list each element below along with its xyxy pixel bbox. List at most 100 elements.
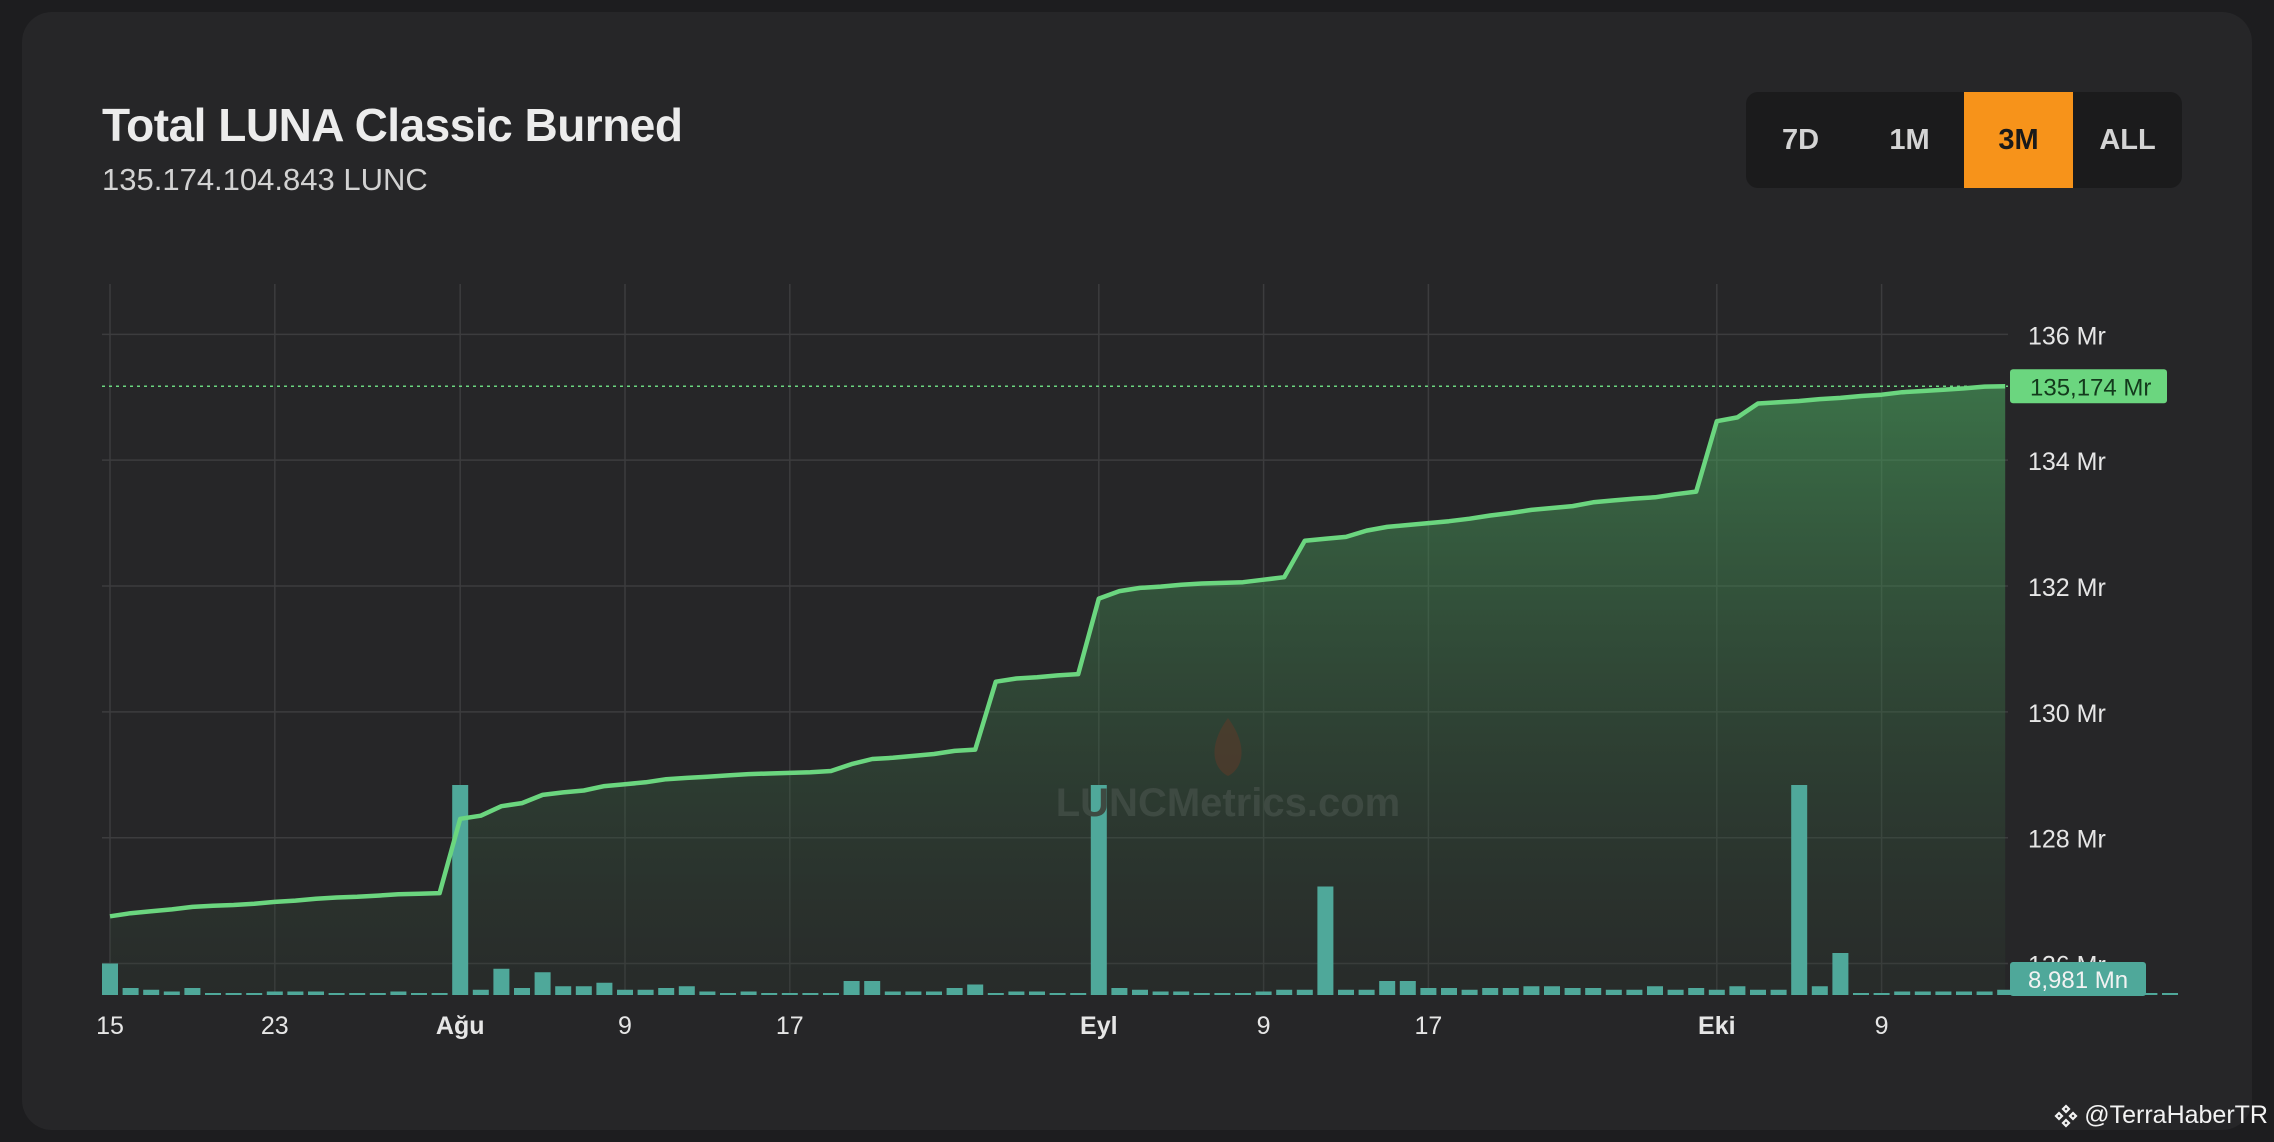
daily-burn-bar [1544, 986, 1560, 995]
range-7d-button[interactable]: 7D [1781, 123, 1820, 156]
x-tick-label: 17 [776, 1012, 804, 1040]
range-1m-button[interactable]: 1M [1889, 123, 1930, 156]
daily-burn-bar [1441, 988, 1457, 995]
daily-burn-bar [163, 991, 180, 995]
binance-icon [2054, 1103, 2078, 1128]
daily-burn-bar [1193, 993, 1210, 995]
daily-burn-bar [1255, 991, 1272, 995]
y-tick-label: 128 Mr [2028, 826, 2106, 854]
daily-burn-bar [1605, 989, 1622, 995]
x-tick-label: 23 [261, 1012, 289, 1040]
daily-burn-bar [946, 988, 963, 995]
x-tick-label: 9 [1257, 1012, 1271, 1040]
daily-burn-bar [1296, 989, 1313, 995]
daily-burn-bar [802, 993, 819, 995]
daily-burn-bar [1750, 989, 1766, 995]
daily-burn-bar [122, 988, 139, 995]
daily-burn-bar [1379, 981, 1396, 995]
daily-burn-bar [1564, 988, 1581, 995]
daily-burn-bar [1791, 785, 1808, 995]
daily-burn-bar [740, 991, 757, 995]
credit: @TerraHaberTR [2054, 1101, 2268, 1130]
daily-burn-bar [328, 993, 345, 995]
daily-burn-bar [1461, 989, 1478, 995]
daily-burn-bar [1152, 991, 1169, 995]
daily-burn-bar [1399, 981, 1416, 995]
credit-handle: @TerraHaberTR [2084, 1101, 2268, 1129]
range-selector: 7D 1M 3M ALL [1746, 92, 2182, 188]
last-bar-tag [2010, 962, 2146, 996]
daily-burn-bar [1502, 988, 1519, 995]
daily-burn-bar [658, 988, 675, 995]
daily-burn-bar [287, 991, 304, 995]
daily-burn-bar [1070, 993, 1087, 995]
daily-burn-bar [246, 993, 263, 995]
last-bar-label: 8,981 Mn [2028, 967, 2128, 994]
daily-burn-bar [1111, 988, 1128, 995]
daily-burn-bar [514, 988, 530, 995]
y-tick-label: 136 Mr [2028, 322, 2106, 350]
total-burned-value: 135.174.104.843 LUNC [102, 162, 428, 197]
daily-burn-bar [1626, 989, 1643, 995]
daily-burn-bar [884, 991, 901, 995]
daily-burn-bar [575, 986, 592, 995]
x-tick-label: 9 [618, 1012, 632, 1040]
daily-burn-bar [225, 993, 242, 995]
daily-burn-bar [987, 993, 1004, 995]
daily-burn-bar [1235, 993, 1251, 995]
daily-burn-bar [1667, 989, 1684, 995]
daily-burn-bar [1647, 986, 1663, 995]
last-value-tag [2010, 369, 2167, 404]
daily-burn-bar [823, 993, 839, 995]
daily-burn-bar [411, 993, 427, 995]
daily-burn-bar [1049, 993, 1066, 995]
x-tick-label: 17 [1414, 1012, 1442, 1040]
daily-burn-bar [596, 982, 613, 995]
daily-burn-bar [1873, 993, 1890, 995]
x-tick-label: Ağu [436, 1012, 485, 1040]
daily-burn-bar [205, 993, 221, 995]
range-3m-button[interactable]: 3M [1964, 92, 2073, 188]
daily-burn-bar [1914, 991, 1931, 995]
daily-burn-bar [1523, 986, 1540, 995]
daily-burn-bar [266, 991, 283, 995]
y-tick-label: 132 Mr [2028, 574, 2106, 602]
daily-burn-bar [761, 993, 778, 995]
daily-burn-bar [143, 989, 160, 995]
cumulative-burn-line [109, 384, 2006, 919]
daily-burn-bar [1811, 986, 1828, 995]
daily-burn-bar [1029, 991, 1045, 995]
daily-burn-bar [534, 972, 551, 995]
daily-burn-bar [308, 991, 324, 995]
daily-burn-bar [1708, 989, 1725, 995]
x-tick-label: Eyl [1080, 1012, 1118, 1040]
daily-burn-bar [637, 989, 654, 995]
daily-burn-bar [184, 988, 201, 995]
daily-burn-bar [926, 991, 942, 995]
daily-burn-bar [1894, 991, 1911, 995]
daily-burn-bar [1770, 989, 1787, 995]
daily-burn-bar [1090, 785, 1107, 995]
daily-burn-bar [720, 993, 736, 995]
daily-burn-bar [1008, 991, 1025, 995]
daily-burn-bar [1956, 991, 1972, 995]
daily-burn-bar [864, 981, 881, 995]
daily-burn-bar [431, 993, 448, 995]
flame-icon [1214, 718, 1242, 776]
daily-burn-bar [843, 981, 860, 995]
watermark-text: LUNCMetrics.com [1056, 781, 1401, 825]
daily-burn-bar [555, 986, 572, 995]
daily-burn-bar [1976, 991, 1993, 995]
daily-burn-bar [1482, 988, 1499, 995]
y-tick-label: 134 Mr [2028, 448, 2106, 476]
y-tick-label: 130 Mr [2028, 700, 2106, 728]
daily-burn-bar [1729, 986, 1746, 995]
daily-burn-bar [1276, 989, 1293, 995]
daily-burn-bar [102, 963, 118, 995]
x-tick-label: 15 [96, 1012, 124, 1040]
chart-title: Total LUNA Classic Burned [102, 99, 683, 151]
range-all-button[interactable]: ALL [2099, 123, 2156, 156]
daily-burn-bar [905, 991, 922, 995]
daily-burn-bar [472, 989, 489, 995]
